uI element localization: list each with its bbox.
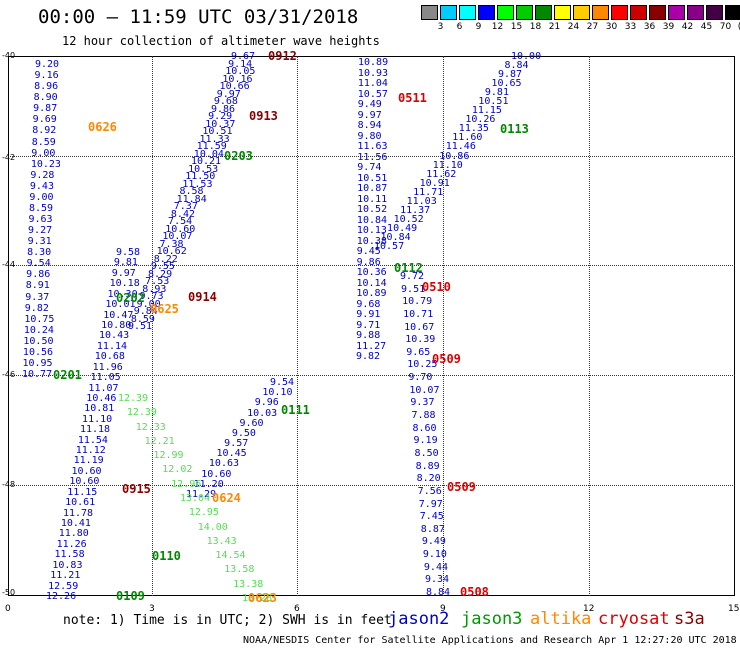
y-tick-label: -46 <box>2 370 16 379</box>
scale-swatch-color <box>459 5 476 20</box>
scale-swatch: 9 <box>459 5 481 32</box>
scale-swatch: 15 <box>497 5 522 32</box>
y-tick-label: -48 <box>2 480 16 489</box>
scale-swatch: 70 <box>706 5 731 32</box>
scale-label: 3 <box>437 22 444 32</box>
x-tick-label: 3 <box>149 604 155 614</box>
grid-line <box>8 265 735 266</box>
x-tick-label: 6 <box>294 604 300 614</box>
legend-altika: altika <box>530 609 592 629</box>
grid-line <box>8 485 735 486</box>
scale-swatch: 24 <box>554 5 579 32</box>
source-credit: NOAA/NESDIS Center for Satellite Applica… <box>243 635 737 646</box>
scale-swatch: 21 <box>535 5 560 32</box>
grid-line <box>8 375 735 376</box>
scale-swatch-color <box>668 5 685 20</box>
scale-swatch: 36 <box>630 5 655 32</box>
legend-s3a: s3a <box>674 609 705 629</box>
scale-swatch: 27 <box>573 5 598 32</box>
scale-swatch-color <box>554 5 571 20</box>
scale-swatch: 42 <box>668 5 693 32</box>
scale-swatch-color <box>421 5 438 20</box>
scale-swatch: 33 <box>611 5 636 32</box>
page-subtitle: 12 hour collection of altimeter wave hei… <box>62 34 380 48</box>
grid-line <box>297 56 298 596</box>
y-tick-label: -42 <box>2 153 16 162</box>
y-tick-label: -40 <box>2 51 16 60</box>
scale-label: 6 <box>456 22 463 32</box>
scale-swatch-color <box>440 5 457 20</box>
scale-swatch: 30 <box>592 5 617 32</box>
scale-swatch-color <box>497 5 514 20</box>
x-tick-label: 15 <box>728 604 740 614</box>
grid-line <box>589 56 590 596</box>
scale-swatch: 3 <box>421 5 443 32</box>
grid-line <box>8 156 735 157</box>
scale-swatch-color <box>611 5 628 20</box>
scale-label: 24 <box>567 22 580 32</box>
scale-label: 39 <box>662 22 675 32</box>
scale-swatch: 6 <box>440 5 462 32</box>
scale-swatch: (ft) <box>725 5 740 32</box>
scale-swatch: 45 <box>687 5 712 32</box>
scale-label: 30 <box>605 22 618 32</box>
scale-label: 12 <box>491 22 504 32</box>
scale-label: 42 <box>681 22 694 32</box>
scale-label: 18 <box>529 22 542 32</box>
scale-label: 70 <box>719 22 732 32</box>
scale-swatch-color <box>706 5 723 20</box>
scale-swatch-color <box>592 5 609 20</box>
scale-swatch-color <box>649 5 666 20</box>
x-tick-label: 0 <box>5 604 11 614</box>
scale-swatch-color <box>535 5 552 20</box>
grid-line <box>443 56 444 596</box>
scale-label: (ft) <box>735 22 740 32</box>
scale-label: 21 <box>548 22 561 32</box>
scale-swatch-color <box>687 5 704 20</box>
scale-label: 45 <box>700 22 713 32</box>
scale-label: 15 <box>510 22 523 32</box>
scale-swatch-color <box>516 5 533 20</box>
x-tick-label: 9 <box>440 604 446 614</box>
scale-swatch-color <box>725 5 740 20</box>
scale-label: 33 <box>624 22 637 32</box>
scale-label: 36 <box>643 22 656 32</box>
units-note: note: 1) Time is in UTC; 2) SWH is in fe… <box>63 613 392 628</box>
scale-swatch-color <box>478 5 495 20</box>
scale-swatch-color <box>573 5 590 20</box>
legend-jason2: jason2 <box>388 609 450 629</box>
legend-cryosat: cryosat <box>598 609 670 629</box>
scale-swatch: 12 <box>478 5 503 32</box>
y-tick-label: -50 <box>2 588 16 597</box>
y-tick-label: -44 <box>2 260 16 269</box>
scale-label: 9 <box>475 22 482 32</box>
scale-swatch: 39 <box>649 5 674 32</box>
scale-swatch-color <box>630 5 647 20</box>
scale-swatch: 18 <box>516 5 541 32</box>
scale-label: 27 <box>586 22 599 32</box>
legend-jason3: jason3 <box>461 609 523 629</box>
grid-line <box>152 56 153 596</box>
page-title: 00:00 – 11:59 UTC 03/31/2018 <box>38 6 359 28</box>
x-tick-label: 12 <box>583 604 595 614</box>
plot-area <box>8 56 735 596</box>
